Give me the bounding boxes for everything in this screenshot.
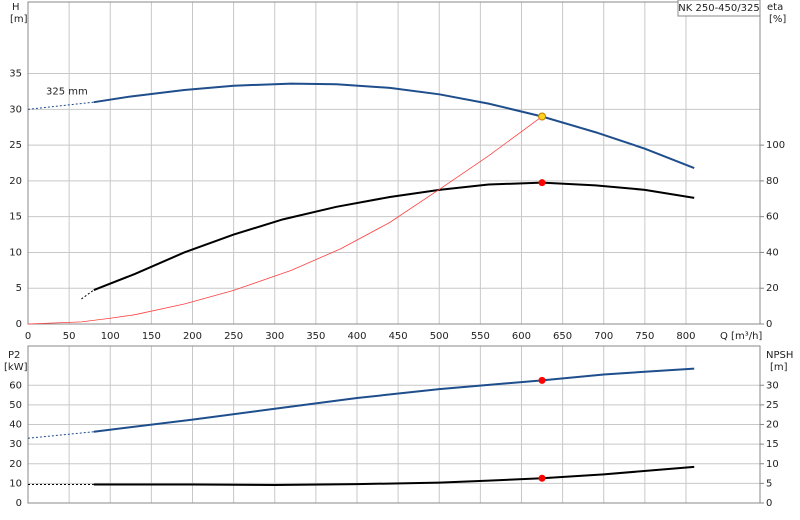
- y2-tick-label: 40: [766, 247, 779, 258]
- x-tick-label: 50: [63, 331, 76, 342]
- curve-annotation: 325 mm: [46, 86, 88, 97]
- x-tick-label: 500: [430, 331, 449, 342]
- y2-tick-label: 60: [766, 212, 779, 223]
- y2-tick-label: 20: [766, 283, 779, 294]
- y-tick-label: 20: [9, 176, 22, 187]
- y-tick-label: 30: [9, 104, 22, 115]
- y2-tick-label: 10: [766, 459, 779, 470]
- curve: [81, 289, 95, 300]
- y2-tick-label: 15: [766, 439, 779, 450]
- x-tick-label: 450: [389, 331, 408, 342]
- y-tick-label: 10: [9, 247, 22, 258]
- y-tick-label: 30: [9, 439, 22, 450]
- y2-tick-label: 25: [766, 400, 779, 411]
- y2-tick-label: 0: [766, 319, 772, 330]
- duty-point: [538, 112, 547, 121]
- x-tick-label: 0: [25, 331, 31, 342]
- x-tick-label: 750: [635, 331, 654, 342]
- y2-label: NPSH: [766, 350, 793, 361]
- y-label: H: [12, 2, 20, 13]
- x-tick-label: 350: [306, 331, 325, 342]
- x-tick-label: 150: [142, 331, 161, 342]
- x-tick-label: 650: [553, 331, 572, 342]
- plot-frame: [27, 1, 761, 325]
- y-unit: [kW]: [4, 362, 28, 373]
- chart-title: NK 250-450/325: [678, 3, 759, 14]
- plot-frame: [27, 345, 761, 504]
- y2-tick-label: 100: [766, 140, 785, 151]
- title-box: [677, 0, 761, 17]
- y-tick-label: 0: [16, 498, 22, 509]
- y2-unit: [m]: [770, 362, 788, 373]
- y2-tick-label: 30: [766, 380, 779, 391]
- y-tick-label: 15: [9, 212, 22, 223]
- y2-label: eta: [767, 2, 783, 13]
- x-tick-label: 700: [594, 331, 613, 342]
- x-tick-label: 100: [101, 331, 120, 342]
- y-tick-label: 20: [9, 459, 22, 470]
- curve: [93, 367, 695, 433]
- y-tick-label: 0: [16, 319, 22, 330]
- curve: [27, 431, 94, 439]
- x-tick-label: 250: [224, 331, 243, 342]
- x-tick-label: 200: [183, 331, 202, 342]
- y-tick-label: 25: [9, 140, 22, 151]
- y2-unit: [%]: [769, 14, 786, 25]
- y-tick-label: 50: [9, 400, 22, 411]
- x-tick-label: 400: [347, 331, 366, 342]
- x-tick-label: 600: [512, 331, 531, 342]
- y2-tick-label: 0: [766, 498, 772, 509]
- x-axis-label: Q [m³/h]: [720, 331, 762, 342]
- curve: [27, 101, 94, 110]
- curve: [27, 116, 543, 325]
- duty-point: [538, 474, 546, 482]
- y-unit: [m]: [10, 14, 28, 25]
- y-tick-label: 40: [9, 420, 22, 431]
- y-tick-label: 5: [16, 283, 22, 294]
- x-tick-label: 800: [676, 331, 695, 342]
- x-tick-label: 300: [265, 331, 284, 342]
- y2-tick-label: 20: [766, 420, 779, 431]
- y-tick-label: 35: [9, 69, 22, 80]
- y2-tick-label: 5: [766, 478, 772, 489]
- curve: [93, 181, 695, 291]
- curve: [93, 465, 695, 486]
- curve: [93, 82, 695, 169]
- duty-point: [538, 376, 546, 384]
- y-tick-label: 10: [9, 478, 22, 489]
- y-label: P2: [8, 350, 20, 361]
- y2-tick-label: 80: [766, 176, 779, 187]
- x-tick-label: 550: [471, 331, 490, 342]
- y-tick-label: 60: [9, 380, 22, 391]
- duty-point: [538, 179, 546, 187]
